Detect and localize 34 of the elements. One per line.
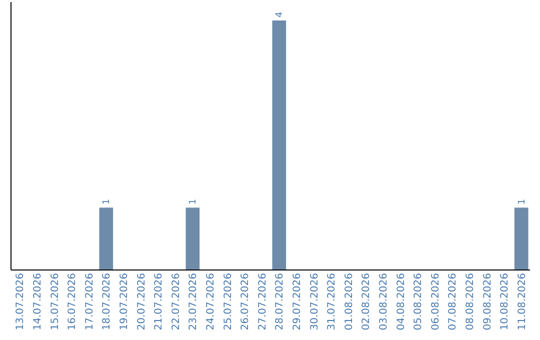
x-tick-label: 01.08.2026 [344,273,355,330]
x-tick-label: 14.07.2026 [32,273,44,330]
x-tick-label: 26.07.2026 [240,273,252,330]
x-tick-label: 17.07.2026 [84,273,96,330]
data-label: 4 [275,11,286,18]
x-tick-label: 07.08.2026 [448,273,459,330]
x-tick-label: 11.08.2026 [516,273,528,330]
x-tick-label: 20.07.2026 [136,273,148,330]
x-tick-label: 22.07.2026 [170,273,182,330]
data-label: 1 [102,198,112,205]
data-label: 1 [188,198,199,205]
x-tick-label: 03.08.2026 [378,273,390,330]
x-tick-label: 08.08.2026 [464,273,476,330]
data-label: 1 [517,198,528,205]
x-tick-label: 29.07.2026 [292,273,303,330]
x-tick-label: 28.07.2026 [274,273,286,330]
x-tick-label: 06.08.2026 [430,273,442,330]
x-tick-label: 21.07.2026 [154,273,165,330]
x-tick-label: 31.07.2026 [326,273,338,330]
x-tick-label: 09.08.2026 [482,273,494,330]
x-tick-label: 10.08.2026 [500,273,511,330]
x-tick-label: 16.07.2026 [67,273,78,330]
x-tick-label: 02.08.2026 [361,273,372,330]
x-tick-label: 04.08.2026 [396,273,407,330]
x-tick-label: 25.07.2026 [222,273,234,330]
x-tick-label: 24.07.2026 [205,273,216,330]
x-tick-label: 19.07.2026 [118,273,130,330]
x-tick-label: 30.07.2026 [309,273,320,330]
x-tick-label: 15.07.2026 [50,273,61,330]
x-tick-label: 05.08.2026 [413,273,424,330]
x-tick-label: 18.07.2026 [102,273,113,330]
x-tick-label: 23.07.2026 [188,273,200,330]
x-tick-label: 27.07.2026 [257,273,268,330]
x-tick-label: 13.07.2026 [15,273,26,330]
